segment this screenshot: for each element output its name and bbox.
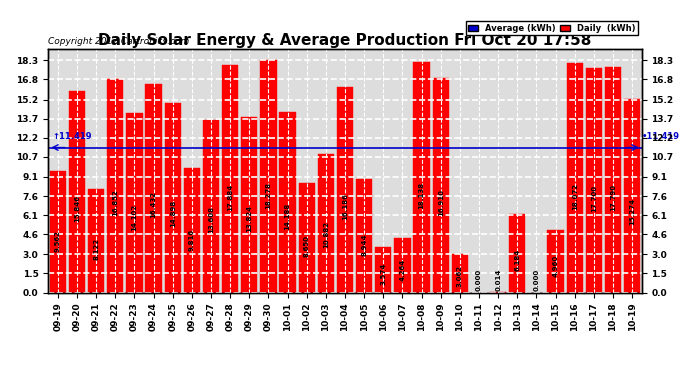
Text: 14.102: 14.102 (131, 204, 137, 231)
Text: 18.278: 18.278 (266, 182, 271, 209)
Bar (337, 87, 353, 292)
Text: 13.824: 13.824 (246, 205, 253, 232)
Text: 0.000: 0.000 (476, 268, 482, 291)
Bar (203, 120, 219, 292)
Text: 18.072: 18.072 (572, 183, 578, 210)
Bar (605, 67, 621, 292)
Legend: Average (kWh), Daily  (kWh): Average (kWh), Daily (kWh) (466, 21, 638, 35)
Bar (184, 168, 200, 292)
Text: 17.700: 17.700 (591, 184, 597, 211)
Text: 13.608: 13.608 (208, 207, 214, 234)
Text: 16.910: 16.910 (437, 189, 444, 216)
Text: 16.432: 16.432 (150, 191, 157, 218)
Bar (509, 214, 525, 292)
Bar (88, 189, 104, 292)
Text: 8.944: 8.944 (361, 234, 367, 256)
Text: 15.846: 15.846 (74, 195, 80, 222)
Text: 8.650: 8.650 (304, 236, 310, 257)
Text: 10.882: 10.882 (323, 221, 329, 248)
Bar (433, 78, 449, 292)
Bar (356, 179, 373, 292)
Text: 6.184: 6.184 (514, 248, 520, 271)
Text: 14.898: 14.898 (170, 200, 176, 227)
Text: 0.000: 0.000 (533, 268, 540, 291)
Text: 8.122: 8.122 (93, 238, 99, 260)
Text: 9.816: 9.816 (189, 229, 195, 251)
Text: 4.264: 4.264 (400, 259, 406, 281)
Bar (50, 171, 66, 292)
Bar (586, 68, 602, 292)
Bar (279, 112, 296, 292)
Text: 4.960: 4.960 (553, 255, 559, 277)
Title: Daily Solar Energy & Average Production Fri Oct 20 17:58: Daily Solar Energy & Average Production … (98, 33, 592, 48)
Bar (375, 247, 391, 292)
Bar (624, 99, 640, 292)
Text: 3.062: 3.062 (457, 265, 463, 287)
Bar (394, 238, 411, 292)
Bar (299, 183, 315, 292)
Text: 16.186: 16.186 (342, 193, 348, 220)
Text: 17.884: 17.884 (227, 183, 233, 211)
Text: ↑11.419: ↑11.419 (52, 132, 92, 141)
Bar (566, 63, 583, 292)
Bar (241, 117, 257, 292)
Text: Copyright 2017 Cartronics.com: Copyright 2017 Cartronics.com (48, 38, 190, 46)
Text: 15.274: 15.274 (629, 198, 635, 225)
Bar (107, 78, 124, 292)
Text: 18.138: 18.138 (419, 182, 424, 209)
Text: •11.419: •11.419 (642, 132, 680, 141)
Bar (547, 230, 564, 292)
Bar (126, 114, 143, 292)
Bar (317, 154, 334, 292)
Bar (260, 60, 277, 292)
Text: 9.562: 9.562 (55, 231, 61, 252)
Bar (69, 92, 85, 292)
Bar (452, 254, 468, 292)
Bar (165, 104, 181, 292)
Text: 16.852: 16.852 (112, 189, 118, 216)
Text: 14.188: 14.188 (284, 203, 290, 231)
Bar (222, 66, 238, 292)
Bar (146, 84, 161, 292)
Bar (413, 62, 430, 292)
Text: 0.014: 0.014 (495, 268, 501, 291)
Text: 17.790: 17.790 (610, 184, 616, 211)
Text: 3.574: 3.574 (380, 262, 386, 285)
